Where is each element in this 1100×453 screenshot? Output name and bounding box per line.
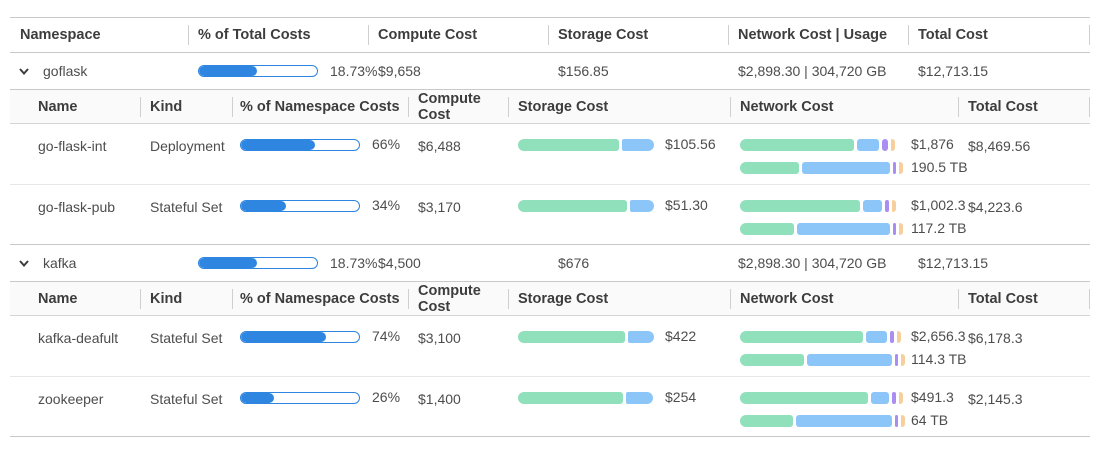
storage-cost-bar [518,199,655,212]
network-usage-bar [740,161,904,174]
pct-namespace-costs-value: 74% [372,328,401,344]
workload-row-kafka-deafult[interactable]: kafka-deafult Stateful Set 74% $3,100 $4… [10,316,1090,376]
namespace-table-header: Namespace % of Total Costs Compute Cost … [10,17,1090,53]
total-cost-value: $8,469.56 [968,138,1031,154]
col-compute-cost: Compute Cost [408,90,508,123]
total-cost-value: $12,713.15 [918,255,989,271]
col-network-cost: Network Cost [730,282,958,315]
total-cost-value: $6,178.3 [968,330,1023,346]
workload-table-kafka: Name Kind % of Namespace Costs Compute C… [10,281,1090,437]
col-total-cost: Total Cost [958,282,1090,315]
compute-cost-value: $6,488 [418,138,461,154]
col-network-cost: Network Cost [730,90,958,123]
network-cost-bar [740,391,903,404]
workload-name: zookeeper [38,391,104,407]
storage-cost-value: $156.85 [558,63,609,79]
network-usage-bar [740,353,905,366]
namespace-row-kafka[interactable]: kafka 18.73% $4,500 $676 $2,898.30 | 304… [10,245,1090,281]
network-cost-bar [740,138,900,151]
storage-cost-value: $422 [665,328,697,344]
network-usage-value: 190.5 TB [911,159,968,175]
compute-cost-value: $4,500 [378,255,421,271]
network-usage-bar [740,414,905,427]
namespace-row-goflask[interactable]: goflask 18.73% $9,658 $156.85 $2,898.30 … [10,53,1090,89]
compute-cost-value: $3,100 [418,330,461,346]
workload-kind: Stateful Set [150,330,223,346]
network-usage-bar [740,222,904,235]
workload-table-header: Name Kind % of Namespace Costs Compute C… [10,282,1090,316]
pct-namespace-costs-value: 26% [372,389,401,405]
pct-total-costs-value: 18.73% [330,254,378,271]
compute-cost-value: $3,170 [418,199,461,215]
total-cost-value: $4,223.6 [968,199,1023,215]
network-cost-bar [740,330,901,343]
col-storage-cost: Storage Cost [548,18,728,52]
storage-cost-value: $51.30 [665,197,708,213]
storage-cost-value: $254 [665,389,697,405]
col-pct-total-costs: % of Total Costs [188,18,368,52]
workload-name: go-flask-int [38,138,107,154]
workload-table-goflask: Name Kind % of Namespace Costs Compute C… [10,89,1090,245]
col-pct-namespace-costs: % of Namespace Costs [232,282,408,315]
network-cost-bar [740,199,900,212]
chevron-down-icon[interactable] [18,65,30,77]
storage-cost-bar [518,391,654,404]
pct-total-costs-bar [198,65,318,77]
total-cost-value: $12,713.15 [918,63,989,79]
namespace-name: goflask [43,63,88,79]
network-cost-value: $1,876 [911,136,954,152]
pct-namespace-costs-bar [240,199,360,212]
workload-table-header: Name Kind % of Namespace Costs Compute C… [10,90,1090,124]
namespace-name: kafka [43,255,77,271]
col-total-cost: Total Cost [958,90,1090,123]
pct-namespace-costs-value: 66% [372,136,401,152]
pct-total-costs-value: 18.73% [330,62,378,79]
pct-namespace-costs-bar [240,391,360,404]
col-name: Name [38,290,78,307]
network-cost-value: $2,656.3 [911,328,966,344]
col-compute-cost: Compute Cost [368,18,548,52]
col-name: Name [38,98,78,115]
cost-allocation-table: Namespace % of Total Costs Compute Cost … [10,17,1090,437]
compute-cost-value: $1,400 [418,391,461,407]
workload-name: kafka-deafult [38,330,119,346]
col-storage-cost: Storage Cost [508,282,730,315]
storage-cost-value: $676 [558,255,590,271]
col-kind: Kind [140,90,232,123]
network-cost-usage-value: $2,898.30 | 304,720 GB [738,63,887,79]
pct-namespace-costs-bar [240,330,360,343]
workload-kind: Stateful Set [150,199,223,215]
col-total-cost: Total Cost [908,18,1090,52]
total-cost-value: $2,145.3 [968,391,1023,407]
workload-row-go-flask-int[interactable]: go-flask-int Deployment 66% $6,488 $105.… [10,124,1090,184]
storage-cost-bar [518,330,655,343]
col-network-cost-usage: Network Cost | Usage [728,18,908,52]
compute-cost-value: $9,658 [378,63,421,79]
workload-name: go-flask-pub [38,199,116,215]
pct-total-costs-bar [198,257,318,269]
col-storage-cost: Storage Cost [508,90,730,123]
col-namespace: Namespace [20,27,101,43]
workload-kind: Stateful Set [150,391,223,407]
col-compute-cost: Compute Cost [408,282,508,315]
network-usage-value: 64 TB [911,412,949,428]
workload-row-go-flask-pub[interactable]: go-flask-pub Stateful Set 34% $3,170 $51… [10,184,1090,244]
pct-namespace-costs-value: 34% [372,197,401,213]
network-usage-value: 117.2 TB [911,220,967,236]
workload-row-zookeeper[interactable]: zookeeper Stateful Set 26% $1,400 $254 $… [10,376,1090,436]
pct-namespace-costs-bar [240,138,360,151]
network-cost-value: $491.3 [911,389,954,405]
network-cost-value: $1,002.3 [911,197,966,213]
storage-cost-value: $105.56 [665,136,716,152]
network-cost-usage-value: $2,898.30 | 304,720 GB [738,255,887,271]
chevron-down-icon[interactable] [18,257,30,269]
col-kind: Kind [140,282,232,315]
workload-kind: Deployment [150,138,225,154]
network-usage-value: 114.3 TB [911,351,967,367]
col-pct-namespace-costs: % of Namespace Costs [232,90,408,123]
storage-cost-bar [518,138,655,151]
